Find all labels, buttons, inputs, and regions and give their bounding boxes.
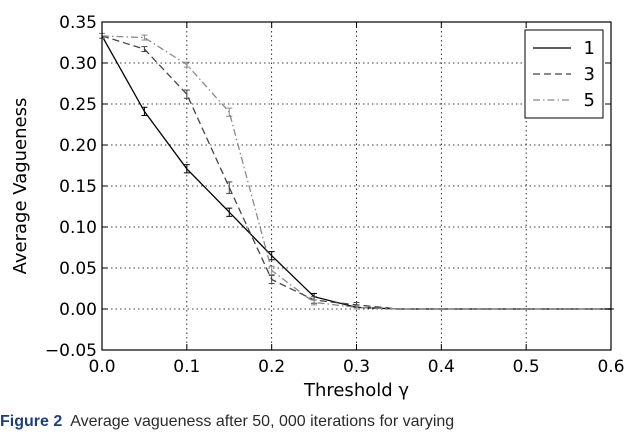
error-bar bbox=[311, 299, 318, 306]
error-bar bbox=[268, 274, 275, 285]
error-bar bbox=[141, 106, 148, 116]
error-bar bbox=[141, 34, 148, 41]
error-bar bbox=[438, 308, 445, 310]
error-bar bbox=[183, 89, 190, 99]
x-axis-label: Threshold γ bbox=[303, 380, 409, 401]
y-tick-label: 0.00 bbox=[59, 300, 97, 320]
error-bar bbox=[226, 181, 233, 194]
y-axis-label: Average Vagueness bbox=[10, 98, 31, 275]
error-bar bbox=[183, 164, 190, 174]
x-tick-label: 0.3 bbox=[343, 357, 370, 377]
x-tick-label: 0.4 bbox=[428, 357, 455, 377]
error-bar bbox=[523, 308, 530, 310]
error-bar bbox=[268, 251, 275, 261]
error-bar bbox=[565, 308, 572, 310]
y-tick-label: −0.05 bbox=[45, 341, 97, 361]
y-tick-label: 0.30 bbox=[59, 54, 97, 74]
error-bar bbox=[183, 61, 190, 68]
legend-label-3: 3 bbox=[584, 64, 595, 85]
y-tick-label: 0.10 bbox=[59, 218, 97, 238]
x-tick-label: 0.6 bbox=[597, 357, 624, 377]
figure-caption: Figure 2 Average vagueness after 50, 000 … bbox=[0, 413, 640, 446]
error-bar bbox=[268, 265, 275, 276]
error-bar bbox=[226, 207, 233, 217]
y-tick-label: 0.20 bbox=[59, 136, 97, 156]
y-tick-label: 0.15 bbox=[59, 177, 97, 197]
y-tick-label: 0.05 bbox=[59, 259, 97, 279]
error-bar bbox=[480, 308, 487, 310]
x-tick-label: 0.2 bbox=[258, 357, 285, 377]
y-tick-label: 0.25 bbox=[59, 95, 97, 115]
figure-label: Figure 2 bbox=[0, 413, 63, 430]
x-tick-label: 0.1 bbox=[173, 357, 200, 377]
line-chart: 0.0 0.1 0.2 0.3 0.4 0.5 0.6 −0.05 0.00 0.05 0.10 0.… bbox=[10, 13, 625, 401]
error-bar bbox=[395, 308, 402, 310]
x-tick-label: 0.0 bbox=[88, 357, 115, 377]
error-bar bbox=[226, 107, 233, 117]
legend-label-1: 1 bbox=[584, 38, 595, 59]
figure-caption-text: Average vagueness after 50, 000 iteratio… bbox=[70, 413, 455, 430]
error-bar bbox=[353, 305, 360, 310]
y-tick-label: 0.35 bbox=[59, 13, 97, 33]
legend: 1 3 5 bbox=[524, 29, 604, 119]
x-tick-label: 0.5 bbox=[513, 357, 540, 377]
axis-ticks: 0.0 0.1 0.2 0.3 0.4 0.5 0.6 −0.05 0.00 0.05 0.10 0.… bbox=[45, 13, 625, 377]
legend-label-5: 5 bbox=[584, 90, 595, 111]
error-bar bbox=[141, 46, 148, 53]
